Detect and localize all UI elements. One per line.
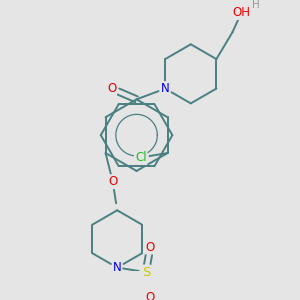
Text: OH: OH xyxy=(232,6,250,19)
Text: Cl: Cl xyxy=(135,151,146,164)
Text: N: N xyxy=(161,82,170,95)
Text: H: H xyxy=(252,0,260,11)
Text: O: O xyxy=(146,241,155,254)
Text: S: S xyxy=(142,266,150,279)
Text: O: O xyxy=(108,175,117,188)
Text: O: O xyxy=(146,291,155,300)
Text: N: N xyxy=(113,261,122,274)
Text: O: O xyxy=(107,82,116,95)
